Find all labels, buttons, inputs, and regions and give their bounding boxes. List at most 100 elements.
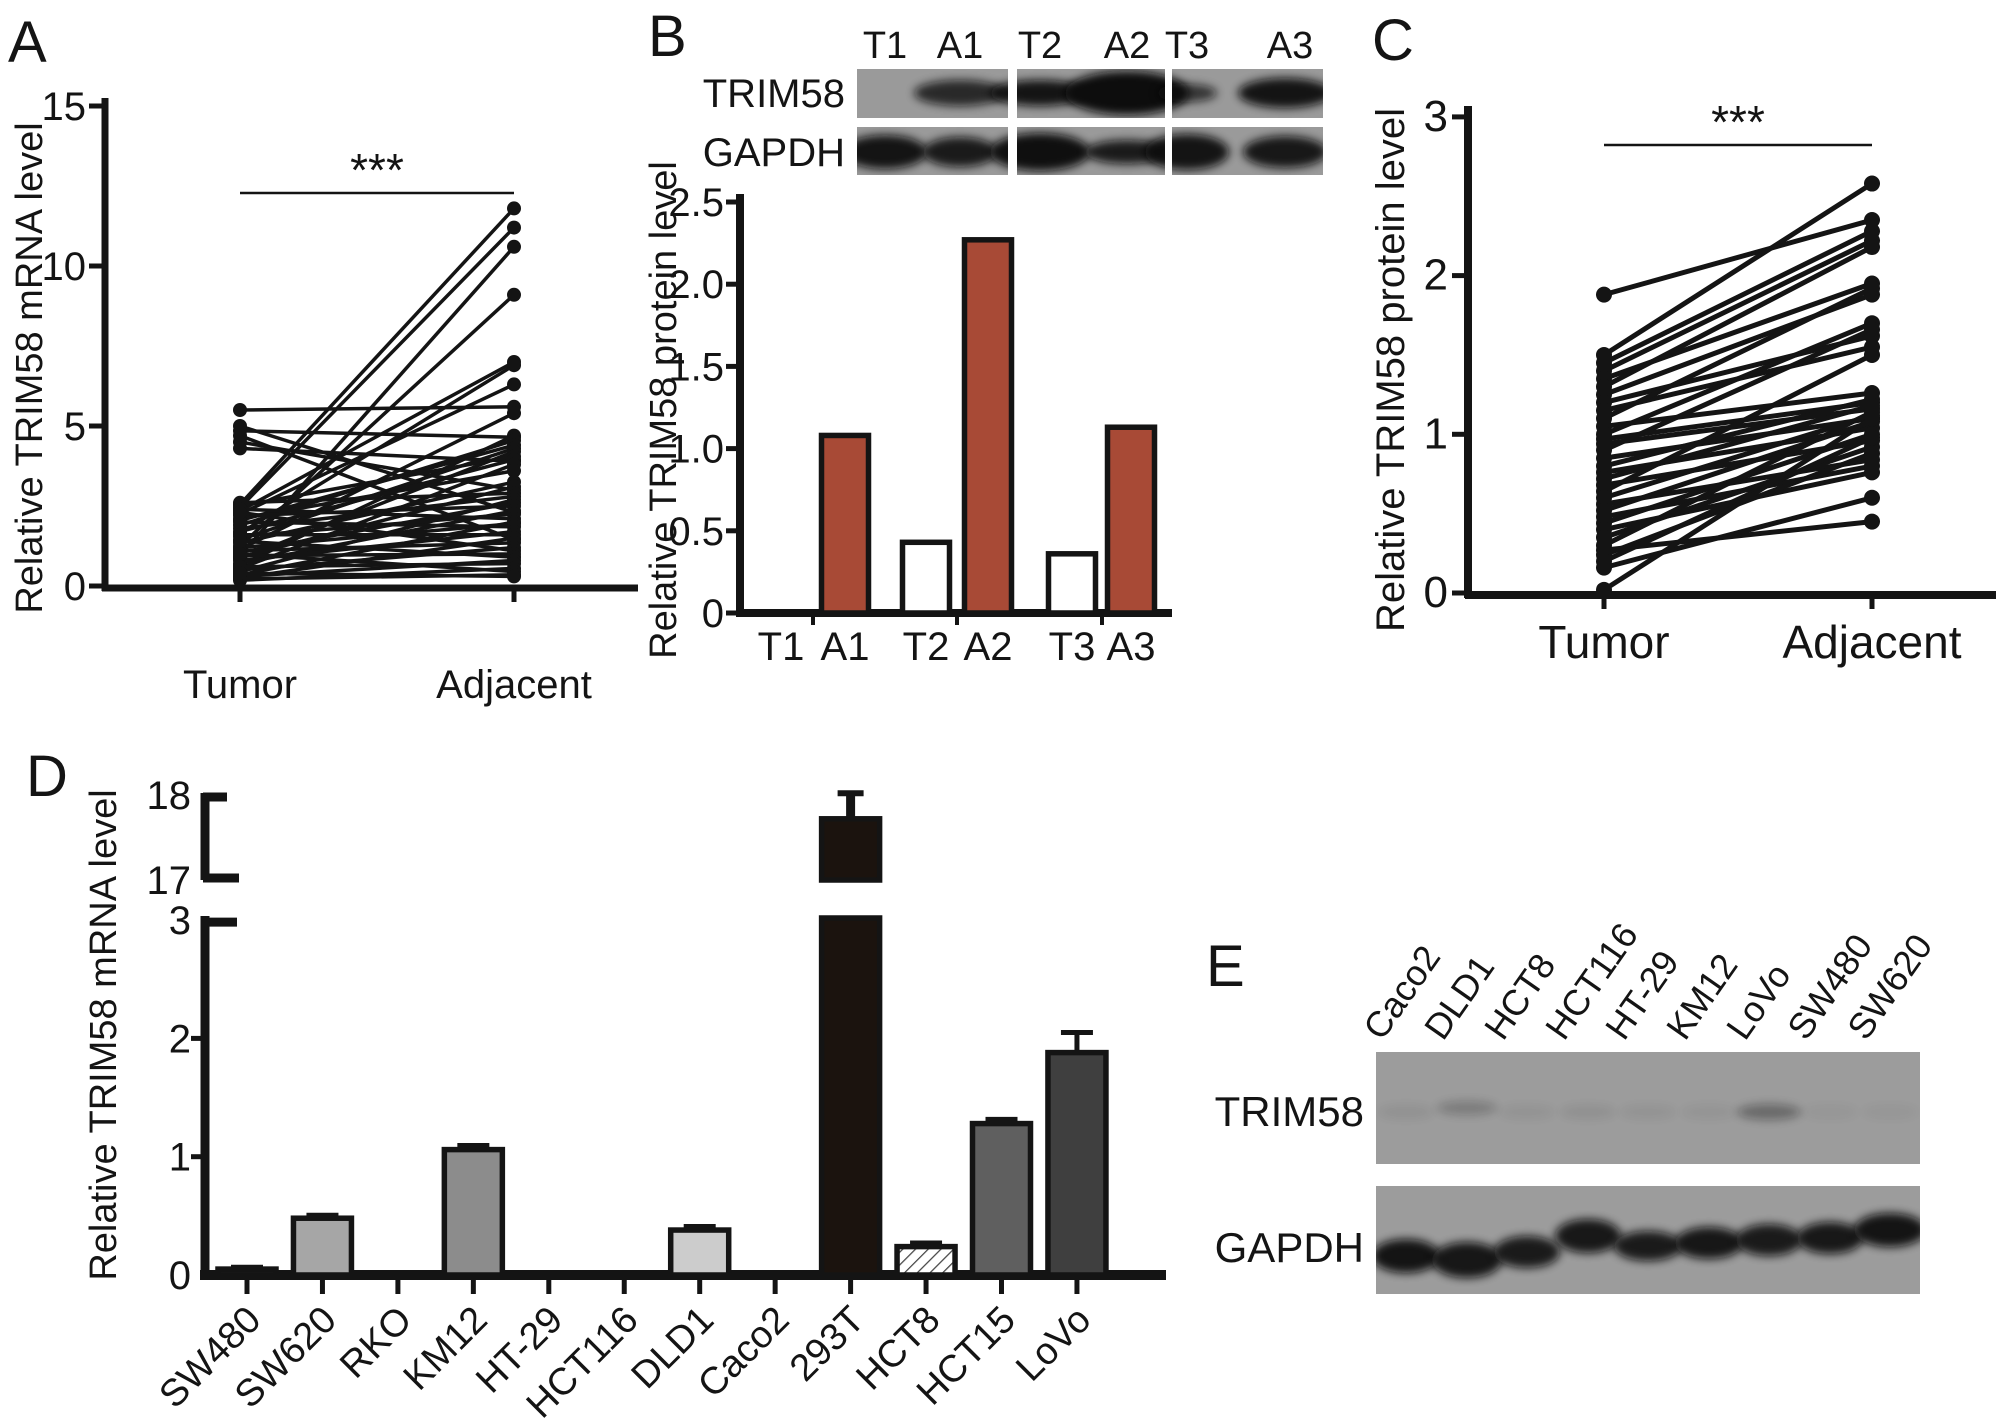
y-tick-label: 10	[42, 245, 87, 289]
data-point	[1864, 175, 1880, 192]
paired-line	[1603, 217, 1873, 298]
paired-line	[1602, 416, 1874, 592]
data-point	[1864, 239, 1880, 256]
paired-line	[239, 571, 515, 579]
blot-band	[990, 133, 1090, 171]
lane-label: T2	[1018, 25, 1062, 67]
paired-series	[1596, 175, 1880, 598]
paired-line	[1603, 320, 1873, 437]
paired-line	[239, 360, 515, 513]
y-tick-label: 2.5	[668, 181, 724, 225]
y-tick-label: 3	[1424, 92, 1448, 141]
data-point	[1864, 489, 1880, 506]
paired-line	[1602, 238, 1874, 374]
bar	[818, 432, 872, 616]
blot-band	[1238, 78, 1323, 108]
y-axis-title: Relative TRIM58 mRNA level	[83, 789, 125, 1280]
y-tick-label: 18	[147, 774, 192, 818]
paired-line	[239, 510, 515, 553]
blot-band	[1555, 1219, 1621, 1253]
y-tick-label: 0	[1424, 568, 1448, 617]
blot-band	[1736, 1224, 1802, 1256]
bar	[1045, 1049, 1109, 1278]
panel-e-letter: E	[1206, 934, 1245, 999]
data-point	[1864, 321, 1880, 338]
lane-label: T3	[1165, 25, 1209, 67]
data-point	[507, 239, 521, 254]
y-tick-label: 2.0	[668, 263, 724, 307]
bar	[290, 1215, 355, 1278]
paired-series	[233, 201, 521, 588]
y-tick-label: 1	[169, 1136, 191, 1180]
data-point	[1864, 212, 1880, 229]
blot-band	[1494, 1236, 1560, 1268]
lane-label: A2	[1104, 25, 1150, 67]
panel-d-bar-chart: 01231718SW480SW620RKOKM12HT-29HCT116DLD1…	[83, 774, 1166, 1424]
blot-row-label: GAPDH	[703, 131, 845, 175]
x-category-label: A2	[964, 625, 1013, 669]
x-category-label: Tumor	[183, 663, 297, 707]
blot-band	[1499, 1105, 1555, 1119]
blot-band	[1854, 1213, 1920, 1247]
significance-stars: ***	[1711, 96, 1765, 148]
paired-line	[1603, 390, 1873, 429]
bar	[1104, 424, 1158, 616]
data-point	[507, 377, 521, 392]
blot-band	[1675, 1227, 1743, 1259]
blot-band	[1797, 1222, 1863, 1254]
blot-band	[1614, 1231, 1682, 1261]
paired-line	[239, 561, 515, 569]
paired-line	[1602, 409, 1874, 548]
panel-b-letter: B	[648, 4, 687, 69]
y-tick-label: 2	[169, 1017, 191, 1061]
bar	[961, 237, 1015, 616]
data-point	[507, 463, 521, 478]
significance-stars: ***	[350, 144, 404, 196]
y-tick-label: 1	[1424, 409, 1448, 458]
data-point	[1864, 410, 1880, 427]
blot-band	[914, 80, 1006, 106]
data-point	[233, 534, 247, 549]
blot-band	[923, 137, 997, 167]
data-point	[507, 406, 521, 421]
blot-band	[1802, 1105, 1858, 1119]
data-point	[1864, 513, 1880, 530]
lane-label: A1	[937, 25, 983, 67]
paired-line	[1603, 519, 1873, 553]
data-point	[233, 403, 247, 417]
x-category-label: LoVo	[1008, 1299, 1099, 1390]
lane-label: A3	[1267, 25, 1313, 67]
bar-upper-segment	[818, 816, 883, 883]
blot-band	[1376, 1239, 1440, 1273]
y-tick-label: 2	[1424, 251, 1448, 300]
bar	[667, 1227, 732, 1278]
paired-line	[239, 382, 515, 516]
x-category-label: Adjacent	[436, 663, 592, 707]
blot-band-group	[914, 71, 1323, 115]
paired-line	[1603, 495, 1873, 571]
data-point	[507, 569, 521, 584]
y-tick-label: 15	[42, 85, 87, 129]
blot-band	[1157, 84, 1217, 102]
blot-row-label: TRIM58	[1215, 1088, 1364, 1135]
data-point	[1864, 280, 1880, 297]
y-axis-title: Relative TRIM58 protein level	[1369, 108, 1413, 632]
blot-band	[1560, 1105, 1616, 1119]
paired-line	[239, 454, 515, 508]
lane-label: T1	[863, 25, 907, 67]
y-tick-label: 0.5	[668, 510, 724, 554]
y-axis-title: Relative TRIM58 mRNA level	[9, 122, 51, 613]
blot-band	[1681, 1105, 1737, 1119]
blot-band	[1432, 1242, 1502, 1278]
bar	[1045, 551, 1099, 616]
paired-line	[1603, 396, 1873, 469]
y-tick-label: 1.5	[668, 345, 724, 389]
data-point	[1864, 429, 1880, 446]
paired-line	[1602, 352, 1874, 494]
data-point	[233, 547, 247, 561]
blot-band	[1145, 134, 1229, 170]
blot-band	[1737, 1104, 1801, 1120]
paired-line	[1602, 327, 1874, 453]
data-point	[1596, 559, 1612, 576]
